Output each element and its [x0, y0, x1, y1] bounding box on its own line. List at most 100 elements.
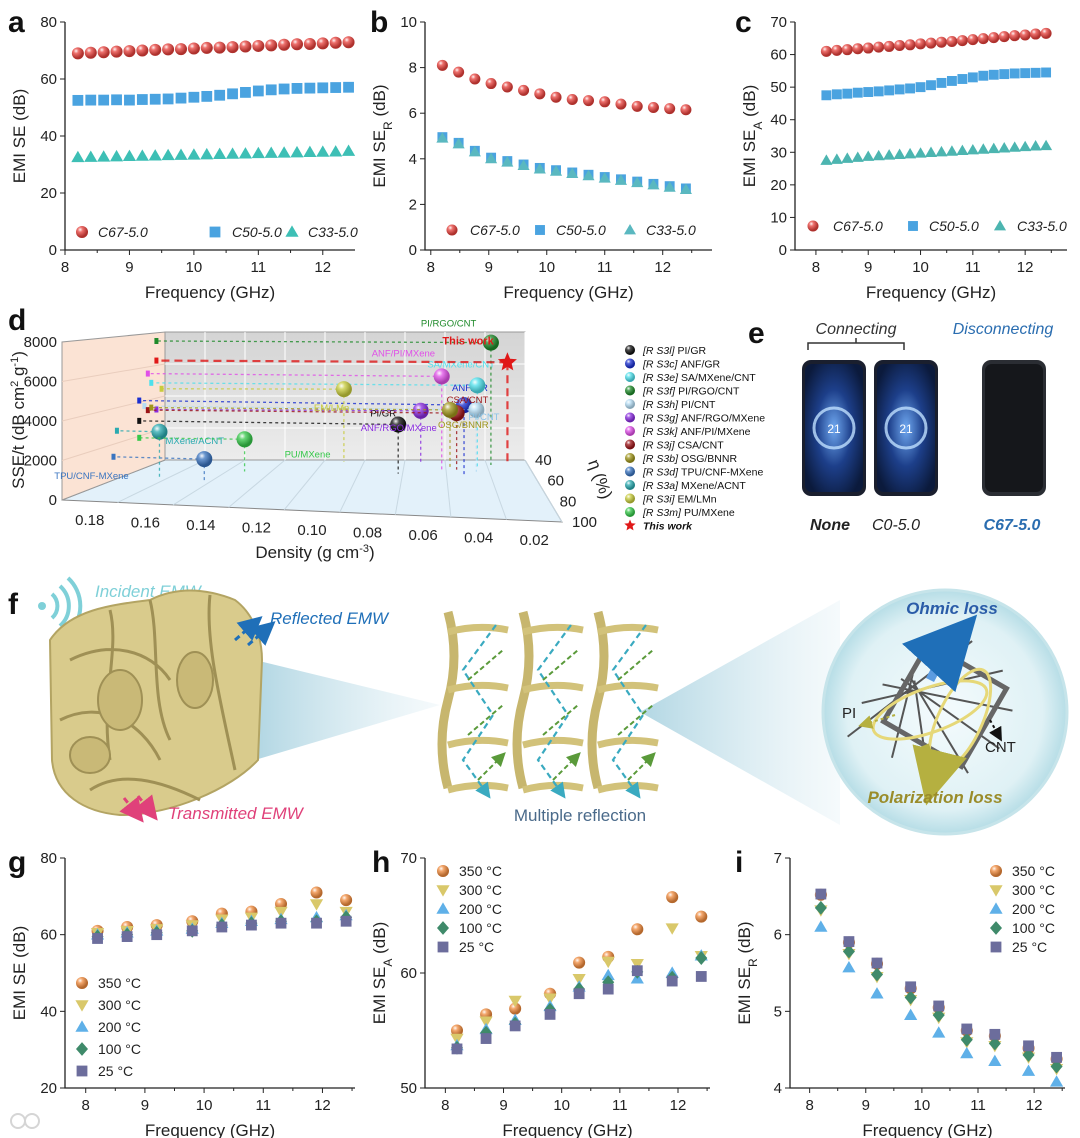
data-point	[870, 987, 884, 999]
y-tick-label: 6	[774, 927, 782, 944]
y-tick-label: 20	[40, 185, 57, 202]
data-point	[122, 149, 137, 162]
data-point	[216, 921, 228, 933]
data-point	[311, 917, 322, 929]
x-tick-label: 0.10	[297, 522, 326, 539]
data-point	[647, 178, 660, 190]
x-tick-label: 11	[612, 1097, 628, 1114]
data-point	[485, 152, 498, 164]
data-point	[602, 983, 614, 995]
data-point	[852, 43, 864, 55]
data-point-PI-GR	[390, 416, 407, 433]
x-tick-label: 12	[654, 259, 671, 276]
data-point	[883, 40, 895, 52]
x-tick-label: 12	[314, 259, 331, 276]
connecting-bracket	[807, 338, 905, 350]
data-point	[873, 86, 884, 97]
legend-marker	[908, 221, 918, 231]
axes-frame	[794, 22, 1067, 251]
legend-entry: [R S3b] OSG/BNNR	[642, 453, 737, 465]
y-title-unit: (dB)	[10, 926, 29, 963]
data-point	[342, 36, 355, 49]
panel-letter-f: f	[8, 588, 19, 621]
data-point	[873, 41, 885, 53]
chart-b: 8 9 10 11 12 0 2 4 6 8 10 Frequency (GHz) EMI SER (d…	[370, 14, 712, 302]
legend-marker	[989, 885, 1003, 897]
panel-e-phone-demo: Connecting Disconnecting 21 21 None C0-5…	[802, 321, 1053, 534]
legend-label: C67-5.0	[98, 224, 148, 240]
data-point	[1049, 1075, 1064, 1087]
legend-entry: [R S3m] PU/MXene	[642, 507, 735, 519]
data-point	[615, 98, 627, 110]
legend-entry: [R S3c] ANF/GR	[642, 359, 721, 371]
data-point	[862, 150, 875, 161]
y-tick-label: 7	[774, 850, 782, 867]
y-tick-label: 80	[40, 14, 57, 31]
legend-label: C50-5.0	[232, 224, 282, 240]
data-point	[573, 988, 585, 1000]
x-tick-label: 0.04	[464, 529, 493, 546]
y-tick-label: 10	[400, 14, 417, 31]
projection-line	[147, 372, 442, 378]
data-point	[894, 39, 906, 51]
legend-marker	[625, 439, 635, 450]
data-point	[863, 87, 874, 97]
foam-structure	[48, 589, 264, 817]
data-point	[852, 87, 863, 98]
data-point	[630, 959, 644, 971]
series-C67-5-0	[71, 36, 355, 60]
data-point	[582, 169, 595, 181]
y-tick-label: 30	[770, 144, 787, 161]
data-point	[598, 172, 611, 183]
data-point	[436, 59, 448, 71]
x-tick-label: 11	[970, 1097, 986, 1114]
data-point	[200, 41, 213, 54]
point-label: MXene/ACNT	[165, 436, 224, 447]
data-point	[932, 1008, 945, 1023]
legend-entry: [R S3j] CSA/CNT	[642, 440, 724, 452]
legend-marker	[625, 507, 635, 517]
legend-label: 350 °C	[1012, 863, 1055, 879]
data-point	[815, 888, 827, 900]
data-point	[960, 1046, 974, 1059]
series-C33-5-0	[71, 144, 356, 163]
data-point	[905, 981, 917, 993]
data-point	[149, 43, 162, 56]
data-point	[92, 933, 103, 944]
pi-label: PI	[842, 705, 856, 722]
legend-label: 25 °C	[1012, 939, 1047, 955]
disconnecting-label: Disconnecting	[953, 321, 1054, 338]
data-point	[71, 47, 84, 60]
legend-marker	[989, 902, 1003, 914]
legend-marker	[625, 412, 635, 423]
data-point	[291, 83, 303, 94]
data-point-OSG-BNNR	[441, 401, 458, 418]
x-tick-label: 11	[251, 259, 267, 276]
x-tick-label: 8	[812, 259, 820, 276]
data-point	[187, 148, 201, 160]
data-point	[566, 167, 579, 179]
data-point	[85, 94, 97, 106]
data-point	[601, 968, 615, 981]
x-tick-label: 0.18	[75, 512, 104, 529]
x-axis-title: Frequency (GHz)	[145, 1121, 275, 1138]
data-point	[480, 1033, 492, 1044]
data-point	[188, 91, 200, 103]
point-label: PI/GR	[370, 408, 396, 419]
legend-label: C33-5.0	[308, 224, 358, 240]
data-point	[278, 38, 291, 51]
legend-entry: [R S3k] ANF/PI/MXene	[642, 426, 751, 438]
z-axis-title: η (%)	[584, 457, 616, 502]
transmitted-arrow-icon	[133, 794, 158, 821]
legend-entry: This work	[643, 521, 693, 533]
legend-marker	[625, 399, 635, 409]
data-point	[583, 95, 595, 107]
data-point	[110, 45, 123, 58]
label-c0: C0-5.0	[872, 517, 920, 534]
zoom-cone-2	[640, 600, 840, 825]
x-tick-label: 9	[499, 1097, 507, 1114]
data-point	[549, 165, 563, 176]
x-tick-label: 10	[538, 259, 555, 276]
data-point	[666, 975, 678, 987]
